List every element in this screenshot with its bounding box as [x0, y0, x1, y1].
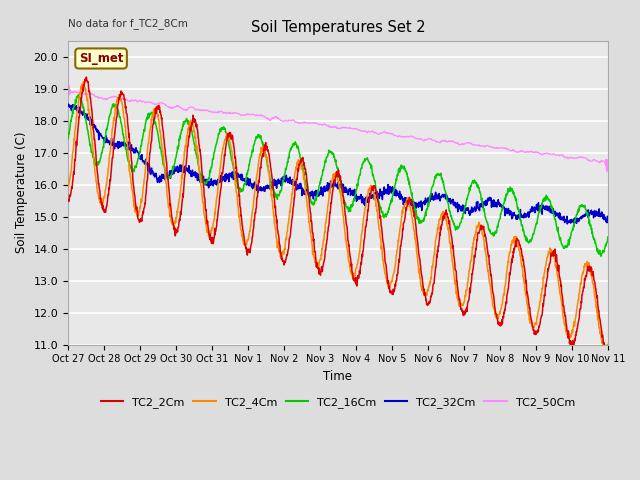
Text: SI_met: SI_met — [79, 52, 124, 65]
Title: Soil Temperatures Set 2: Soil Temperatures Set 2 — [251, 20, 425, 36]
X-axis label: Time: Time — [323, 370, 353, 383]
Y-axis label: Soil Temperature (C): Soil Temperature (C) — [15, 132, 28, 253]
Text: No data for f_TC2_8Cm: No data for f_TC2_8Cm — [68, 18, 188, 28]
Legend: TC2_2Cm, TC2_4Cm, TC2_16Cm, TC2_32Cm, TC2_50Cm: TC2_2Cm, TC2_4Cm, TC2_16Cm, TC2_32Cm, TC… — [97, 393, 579, 413]
